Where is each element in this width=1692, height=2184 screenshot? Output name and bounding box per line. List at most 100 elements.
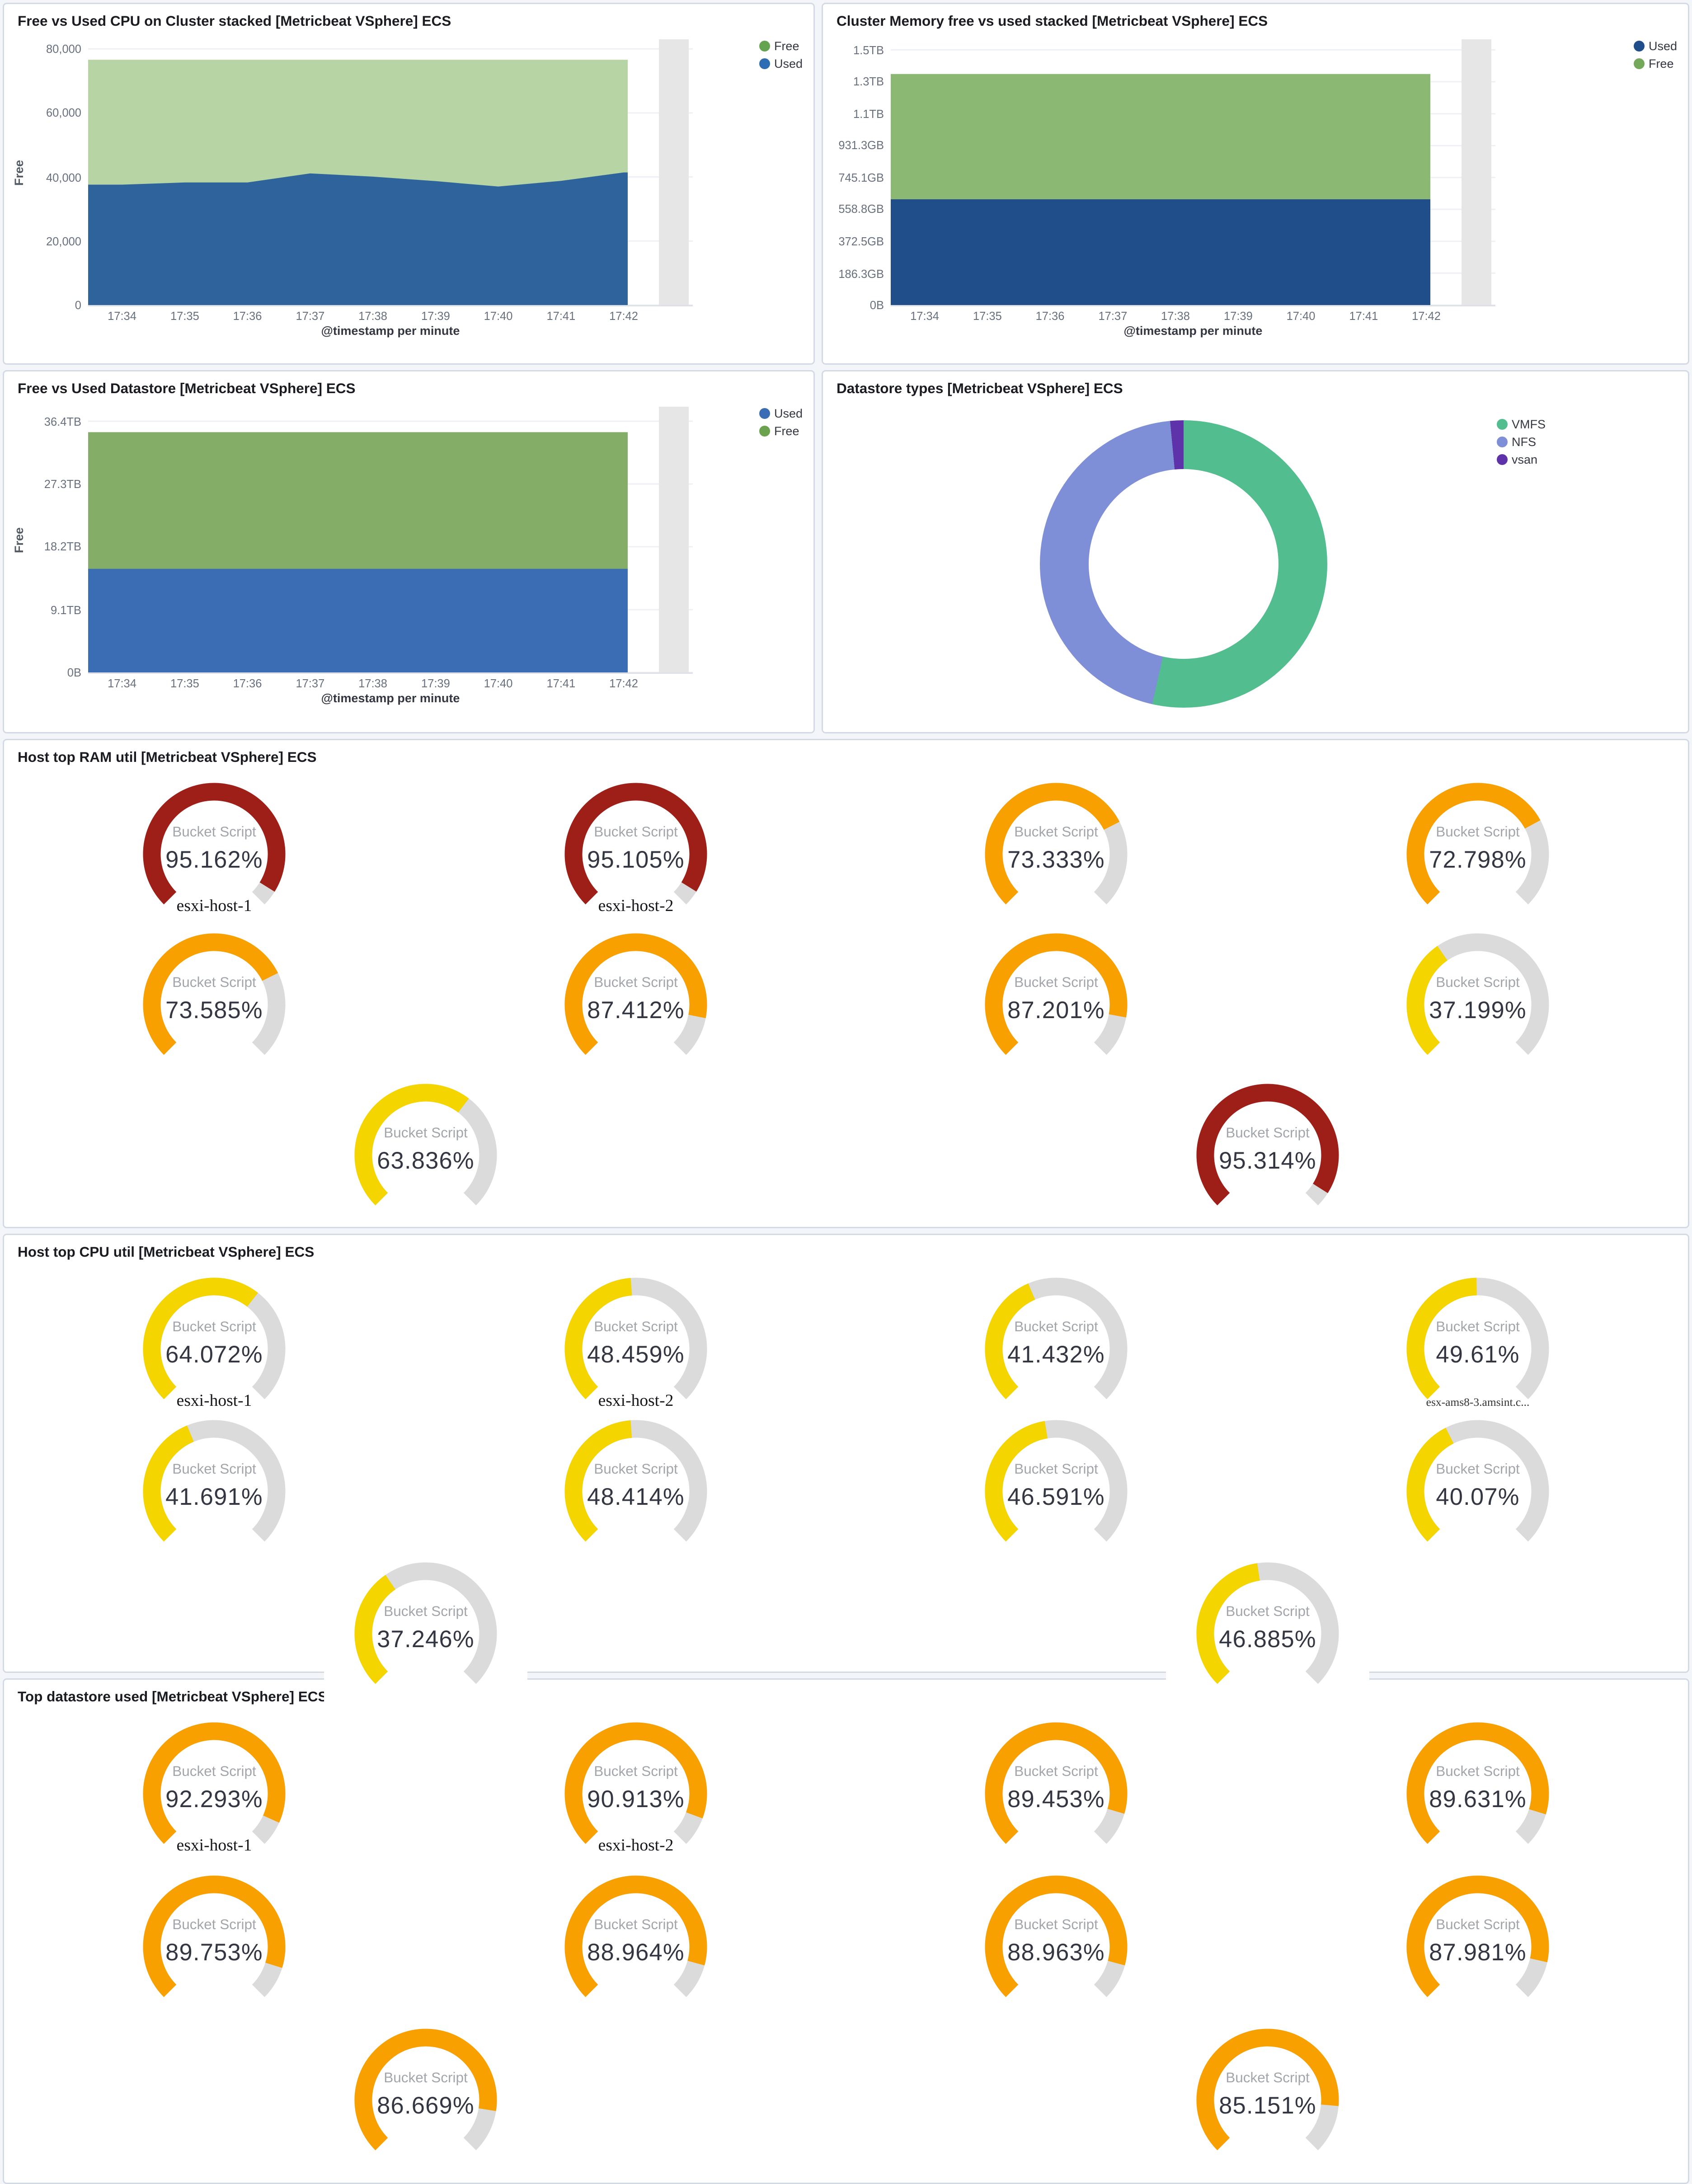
y-tick-label: 20,000 (46, 234, 81, 248)
panel-host-top-cpu-util: Host top CPU util [Metricbeat VSphere] E… (3, 1234, 1689, 1711)
gauge: Bucket Script 89.453% (955, 1710, 1158, 1871)
gauge-cell: Bucket Script 46.885% (846, 1550, 1688, 1711)
gauge: Bucket Script 46.885% (1165, 1550, 1369, 1711)
y-tick-label: 931.3GB (838, 139, 884, 153)
gauge-metric-label: Bucket Script (1225, 1124, 1309, 1141)
y-tick-label: 9.1TB (50, 603, 81, 617)
gauge-fill (1406, 946, 1448, 1055)
gauge-sublabel: esx-ams8-3.amsint.c... (1426, 1395, 1529, 1409)
gauge-grid-cpu: Bucket Script 64.072% esxi-host-1 Bucket Sc… (4, 1265, 1688, 1711)
gauge-metric-label: Bucket Script (593, 1318, 677, 1334)
gauge: Bucket Script 73.333% (955, 770, 1158, 931)
x-tick-label: 17:38 (358, 309, 387, 323)
legend: Used Free (751, 407, 803, 442)
gauge-value: 48.414% (587, 1484, 684, 1510)
gauge-metric-label: Bucket Script (1015, 1318, 1099, 1334)
gauge-cell: Bucket Script 87.981% (1267, 1863, 1688, 2016)
x-tick-label: 17:40 (484, 309, 513, 323)
gauge-value: 73.333% (1008, 846, 1105, 873)
gauge-fill (564, 933, 707, 1055)
x-tick-label: 17:39 (421, 309, 450, 323)
gauge: Bucket Script 92.293% esxi-host-1 (113, 1710, 316, 1871)
gauge-cell: Bucket Script 73.585% (4, 921, 425, 1071)
gauge: Bucket Script 95.105% esxi-host-2 (534, 770, 737, 931)
y-tick-label: 372.5GB (838, 235, 884, 248)
x-axis-title: @timestamp per minute (1123, 324, 1263, 338)
gauge-row: Bucket Script 41.691% Bucket Script 48.414%… (4, 1407, 1688, 1550)
gauge-cell: Bucket Script 87.412% (425, 921, 846, 1071)
x-tick-label: 17:39 (1223, 309, 1253, 323)
gauge: Bucket Script 41.432% (955, 1265, 1158, 1426)
gauge: Bucket Script 87.412% (534, 921, 737, 1082)
x-tick-label: 17:42 (1412, 309, 1441, 323)
legend-item-nfs[interactable]: NFS (1497, 435, 1546, 449)
gauge-metric-label: Bucket Script (173, 823, 257, 840)
gauge-metric-label: Bucket Script (383, 1603, 467, 1619)
y-tick-label: 745.1GB (838, 170, 884, 184)
x-tick-label: 17:39 (421, 676, 450, 690)
gauge-grid-ram: Bucket Script 95.162% esxi-host-1 Bucket Sc… (4, 770, 1688, 1221)
gauge-fill (985, 1722, 1128, 1844)
gauge-row: Bucket Script 63.836% Bucket Script 95.314% (4, 1071, 1688, 1221)
gauge: Bucket Script 40.07% (1376, 1407, 1579, 1569)
gauge-fill (1196, 2029, 1338, 2151)
legend-label: Free (774, 39, 799, 53)
legend-dot (759, 426, 770, 437)
gauge-value: 49.61% (1436, 1341, 1519, 1368)
donut-ring[interactable] (1040, 420, 1327, 708)
gauge-metric-label: Bucket Script (1435, 974, 1519, 990)
legend-dot (1497, 437, 1508, 447)
legend-label: vsan (1512, 453, 1538, 466)
gauge: Bucket Script 63.836% (324, 1071, 527, 1232)
gauge-fill (985, 1421, 1048, 1542)
gauge-sublabel: esxi-host-2 (598, 897, 673, 915)
gauge-value: 64.072% (166, 1341, 263, 1368)
gauge-metric-label: Bucket Script (593, 1461, 677, 1477)
gauge-metric-label: Bucket Script (593, 1916, 677, 1932)
gauge-metric-label: Bucket Script (1435, 1461, 1519, 1477)
legend-item-vsan[interactable]: vsan (1497, 453, 1546, 466)
legend-item-used[interactable]: Used (759, 57, 803, 70)
legend-item-free[interactable]: Free (759, 424, 803, 438)
plot-area (891, 39, 1495, 306)
gauge-fill (1406, 1722, 1549, 1844)
x-tick-label: 17:36 (1035, 309, 1065, 323)
gauge-fill (564, 1420, 632, 1542)
gauge-cell: Bucket Script 37.246% (4, 1550, 846, 1711)
gauge: Bucket Script 87.981% (1376, 1863, 1579, 2024)
gauge-value: 41.691% (166, 1484, 263, 1510)
gauge-value: 95.105% (587, 846, 684, 873)
gauge-fill (143, 1278, 258, 1400)
x-tick-label: 17:42 (609, 309, 638, 323)
gauge-metric-label: Bucket Script (1015, 823, 1099, 840)
gauge-value: 37.246% (376, 1626, 474, 1653)
gauge-metric-label: Bucket Script (1435, 1763, 1519, 1779)
y-axis: 80,000 60,000 40,000 20,000 0 (28, 39, 88, 312)
legend-item-used[interactable]: Used (759, 407, 803, 420)
gauge-cell: Bucket Script 89.453% (846, 1710, 1267, 1863)
gauge-row: Bucket Script 89.753% Bucket Script 88.964%… (4, 1863, 1688, 2016)
panel-datastore-free-used: Free vs Used Datastore [Metricbeat VSphe… (3, 370, 815, 733)
gauge-cell: Bucket Script 73.333% (846, 770, 1267, 921)
gauge-fill (354, 2029, 496, 2151)
legend-item-vmfs[interactable]: VMFS (1497, 418, 1546, 431)
gauge-value: 87.201% (1008, 997, 1105, 1024)
gauge-value: 95.162% (166, 846, 263, 873)
y-axis-title: Free (12, 526, 26, 553)
gauge-metric-label: Bucket Script (173, 1461, 257, 1477)
legend-item-free[interactable]: Free (1633, 57, 1677, 70)
gauge-fill (354, 1575, 395, 1684)
gauge-metric-label: Bucket Script (1435, 1916, 1519, 1932)
gauge-grid-datastore: Bucket Script 92.293% esxi-host-1 Bucket Sc… (4, 1710, 1688, 2169)
gauge: Bucket Script 90.913% esxi-host-2 (534, 1710, 737, 1871)
legend-item-used[interactable]: Used (1633, 39, 1677, 53)
area-chart-datastore: Free 36.4TB 27.3TB 18.2TB 9.1TB 0B Used Free 17:… (4, 401, 813, 705)
x-tick-label: 17:38 (1161, 309, 1190, 323)
legend-item-free[interactable]: Free (759, 39, 803, 53)
y-axis: 1.5TB 1.3TB 1.1TB 931.3GB 745.1GB 558.8GB 372.… (831, 39, 891, 312)
gauge-value: 90.913% (587, 1786, 684, 1813)
gauge-row: Bucket Script 95.162% esxi-host-1 Bucket Sc… (4, 770, 1688, 921)
gauge: Bucket Script 48.414% (534, 1407, 737, 1569)
donut-hole (1089, 469, 1278, 659)
